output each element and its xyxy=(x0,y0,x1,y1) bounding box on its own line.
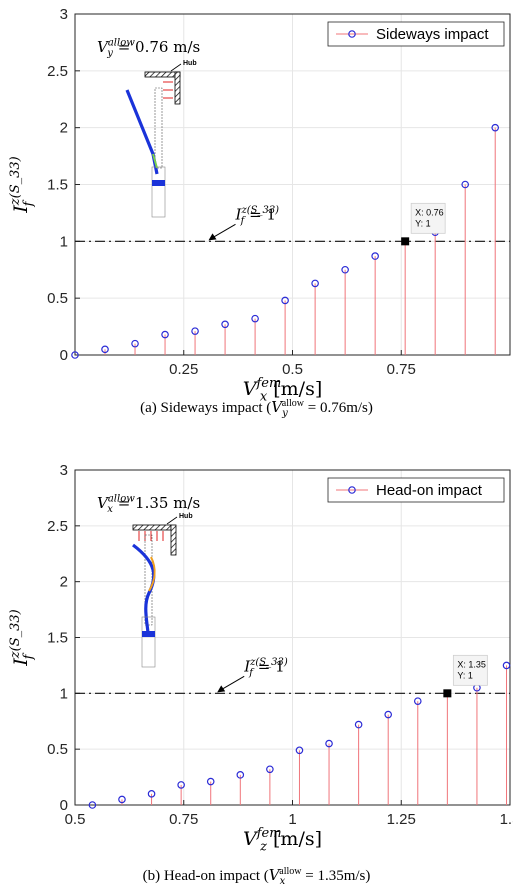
y-axis-label: Iz(S_33)f xyxy=(8,156,36,213)
y-tick-label: 1.5 xyxy=(47,630,68,647)
allow-label: Vallow y = 0.76 m/s xyxy=(97,38,200,60)
stem-marker xyxy=(101,345,109,354)
stem-marker xyxy=(371,252,379,260)
stem-marker xyxy=(221,320,229,329)
legend-marker xyxy=(348,30,356,38)
x-tick-label: 0.5 xyxy=(282,361,303,378)
stem-marker xyxy=(236,771,245,779)
y-tick-label: 2 xyxy=(60,120,68,137)
hub-side xyxy=(174,71,181,105)
stem-marker xyxy=(311,279,319,288)
datatip-text: X: 0.76 xyxy=(415,207,444,217)
stem-marker xyxy=(281,296,289,305)
x-axis-label: Vfem z [m/s] xyxy=(243,826,322,854)
deflected-blade xyxy=(132,543,156,634)
datatip-point xyxy=(443,689,452,698)
datatip-text: Y: 1 xyxy=(457,670,473,680)
stem-marker xyxy=(177,781,185,789)
stem-marker xyxy=(118,795,126,804)
datatip-text: Y: 1 xyxy=(415,218,431,228)
datatip-text: X: 1.35 xyxy=(457,659,486,669)
y-tick-label: 0.5 xyxy=(47,741,68,758)
datatip-box xyxy=(410,202,446,234)
stem-marker xyxy=(491,123,500,132)
beam-schematic: Hub xyxy=(125,60,197,218)
x-tick-label: 0.75 xyxy=(169,811,198,828)
stem-marker xyxy=(295,746,304,755)
x-tick-label: 0.75 xyxy=(387,361,416,378)
legend-marker xyxy=(348,486,356,494)
chart-sideways-impact: 0.25 0.5 0.75 0 0.5 1 1.5 2 2.5 3 Vfem x [m/s] Iz(S_… xyxy=(8,6,511,404)
root-block xyxy=(141,616,156,668)
root-block xyxy=(151,166,166,218)
stress-highlight xyxy=(152,153,158,169)
y-tick-label: 2 xyxy=(60,574,68,591)
stem-marker xyxy=(206,777,215,786)
hub-arrow xyxy=(170,63,182,72)
stem-marker xyxy=(161,330,169,339)
y-tick-label: 1.5 xyxy=(47,177,68,194)
reference-beam xyxy=(154,87,163,169)
stem-marker xyxy=(191,327,199,335)
y-tick-label: 1 xyxy=(60,685,68,702)
threshold-arrow xyxy=(211,223,236,239)
root-clamp xyxy=(142,631,155,637)
hub-top xyxy=(132,524,172,531)
stress-highlight xyxy=(148,556,156,592)
stem-marker xyxy=(384,710,393,719)
threshold-arrowhead xyxy=(208,233,217,241)
y-tick-label: 0.5 xyxy=(47,290,68,307)
legend-label: Head-on impact xyxy=(376,482,483,499)
stem-marker xyxy=(147,790,156,798)
threshold-label: Iz(S_33) f = 1 xyxy=(243,657,288,679)
stem-marker xyxy=(413,697,422,705)
x-axis-label: Vfem x [m/s] xyxy=(243,376,323,404)
y-tick-label: 2.5 xyxy=(47,518,68,535)
stem-marker xyxy=(131,339,139,348)
stem-marker xyxy=(251,314,259,323)
deflected-blade xyxy=(125,89,159,175)
threshold-arrow xyxy=(219,675,245,691)
y-tick-label: 0 xyxy=(60,797,68,814)
beam-schematic: Hub xyxy=(132,513,193,668)
stem-marker xyxy=(71,351,79,359)
stem-marker xyxy=(266,765,274,774)
y-tick-label: 0 xyxy=(60,347,68,364)
y-axis-label: Iz(S_33)f xyxy=(8,609,36,666)
hub-label: Hub xyxy=(179,513,193,520)
hub-side xyxy=(170,524,177,556)
stem-marker xyxy=(461,180,469,189)
stem-marker xyxy=(502,661,511,670)
caption-a: (a) Sideways impact (Vyallow = 0.76m/s) xyxy=(140,398,373,419)
x-tick-label: 0.25 xyxy=(169,361,198,378)
x-tick-label: 1.5 xyxy=(500,811,513,828)
y-tick-label: 2.5 xyxy=(47,63,68,80)
y-tick-label: 3 xyxy=(60,462,68,479)
stem-marker xyxy=(88,801,97,809)
hub-arrow xyxy=(166,516,178,525)
y-tick-label: 3 xyxy=(60,6,68,23)
stem-marker xyxy=(354,720,363,729)
hub-label: Hub xyxy=(183,60,197,67)
y-tick-label: 1 xyxy=(60,233,68,250)
legend-label: Sideways impact xyxy=(376,26,489,43)
datatip-box xyxy=(452,654,488,686)
x-tick-label: 1 xyxy=(288,811,296,828)
allow-label: Vallow x = 1.35 m/s xyxy=(97,494,200,516)
threshold-arrowhead xyxy=(217,685,226,693)
datatip-point xyxy=(401,237,410,246)
root-clamp xyxy=(152,180,165,186)
threshold-label: Iz(S_33) f = 1 xyxy=(235,205,280,227)
x-tick-label: 1.25 xyxy=(387,811,416,828)
x-tick-label: 0.5 xyxy=(65,811,86,828)
caption-b: (b) Head-on impact (Vxallow = 1.35m/s) xyxy=(142,866,371,887)
stem-marker xyxy=(341,265,349,274)
stem-marker xyxy=(325,739,333,748)
